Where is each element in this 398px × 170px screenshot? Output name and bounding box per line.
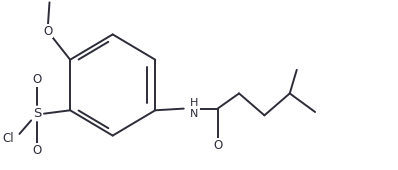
Text: H
N: H N — [190, 98, 199, 119]
Text: S: S — [33, 107, 41, 120]
Text: O: O — [213, 139, 222, 152]
Text: Cl: Cl — [2, 132, 14, 146]
Text: O: O — [43, 24, 52, 38]
Text: O: O — [32, 144, 42, 157]
Text: O: O — [32, 73, 42, 86]
